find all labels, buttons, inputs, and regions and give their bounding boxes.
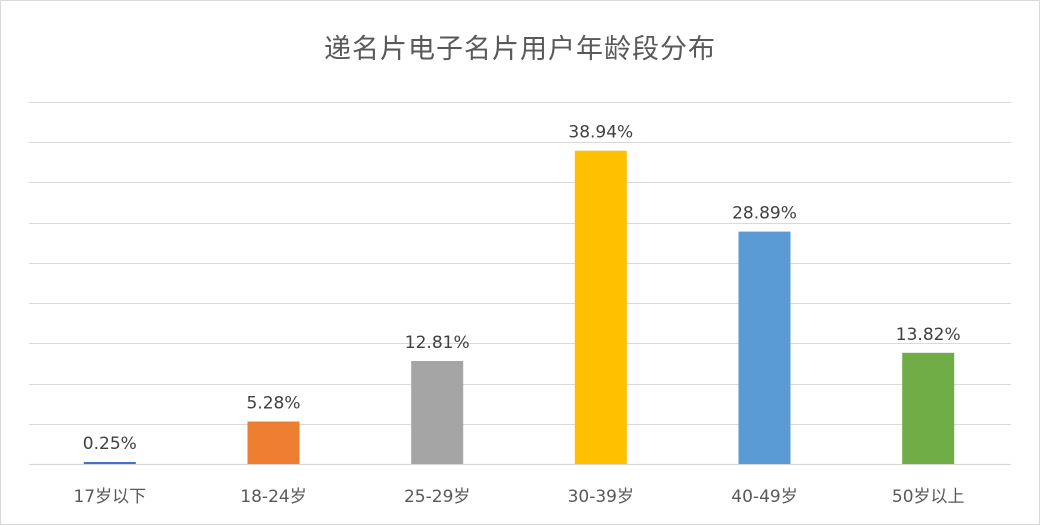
bar-value-label: 12.81% bbox=[405, 333, 470, 353]
chart-title: 递名片电子名片用户年龄段分布 bbox=[324, 34, 716, 65]
bar-value-label: 13.82% bbox=[896, 325, 961, 345]
bar bbox=[411, 361, 464, 464]
category-label: 50岁以上 bbox=[892, 487, 965, 507]
category-label: 40-49岁 bbox=[731, 487, 797, 507]
bar-value-label: 28.89% bbox=[732, 204, 797, 224]
category-label: 18-24岁 bbox=[240, 487, 306, 507]
bar bbox=[902, 352, 955, 464]
bar bbox=[574, 150, 627, 464]
category-label: 17岁以下 bbox=[73, 487, 146, 507]
bar-value-label: 38.94% bbox=[568, 123, 633, 143]
category-label: 30-39岁 bbox=[568, 487, 634, 507]
category-label: 25-29岁 bbox=[404, 487, 470, 507]
bar bbox=[247, 421, 300, 464]
bar bbox=[83, 462, 136, 464]
bar-value-label: 5.28% bbox=[246, 394, 300, 414]
bar bbox=[738, 231, 791, 464]
bar-value-label: 0.25% bbox=[83, 434, 137, 454]
